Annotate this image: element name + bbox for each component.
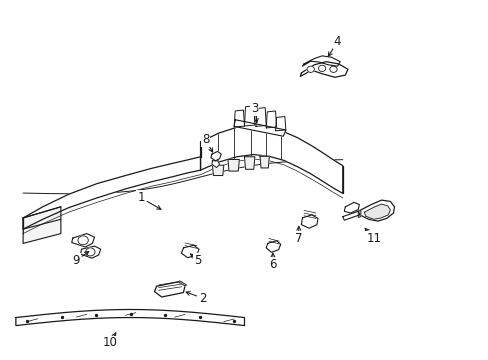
Polygon shape xyxy=(265,241,280,252)
Polygon shape xyxy=(302,56,340,66)
Circle shape xyxy=(306,66,314,72)
Polygon shape xyxy=(358,210,360,217)
Text: 4: 4 xyxy=(333,35,341,48)
Polygon shape xyxy=(342,211,359,220)
Polygon shape xyxy=(364,204,389,219)
Polygon shape xyxy=(81,246,101,258)
Text: 9: 9 xyxy=(73,254,80,267)
Polygon shape xyxy=(16,310,244,325)
Polygon shape xyxy=(344,202,359,213)
Text: 11: 11 xyxy=(366,231,381,244)
Text: 2: 2 xyxy=(199,292,206,305)
Polygon shape xyxy=(210,152,221,161)
Polygon shape xyxy=(178,281,186,286)
Polygon shape xyxy=(244,157,254,169)
Text: 6: 6 xyxy=(269,258,276,271)
Polygon shape xyxy=(211,161,219,167)
Polygon shape xyxy=(244,106,254,126)
Polygon shape xyxy=(358,200,394,221)
Polygon shape xyxy=(255,108,265,126)
Polygon shape xyxy=(212,165,224,176)
Polygon shape xyxy=(234,120,285,136)
Circle shape xyxy=(78,236,88,245)
Polygon shape xyxy=(23,207,61,243)
Polygon shape xyxy=(181,245,199,258)
Polygon shape xyxy=(200,126,342,193)
Circle shape xyxy=(318,65,325,72)
Circle shape xyxy=(329,66,336,72)
Polygon shape xyxy=(301,215,317,228)
Circle shape xyxy=(85,248,95,256)
Polygon shape xyxy=(275,117,285,131)
Text: 1: 1 xyxy=(137,192,144,204)
Polygon shape xyxy=(227,159,239,171)
Text: 5: 5 xyxy=(194,254,201,267)
Polygon shape xyxy=(265,111,276,128)
Polygon shape xyxy=(23,157,200,229)
Text: 8: 8 xyxy=(202,133,209,146)
Text: 10: 10 xyxy=(102,337,117,350)
Polygon shape xyxy=(72,234,94,247)
Text: 3: 3 xyxy=(251,102,258,115)
Text: 7: 7 xyxy=(294,231,302,244)
Polygon shape xyxy=(300,62,347,77)
Polygon shape xyxy=(234,110,244,127)
Polygon shape xyxy=(260,156,269,168)
Polygon shape xyxy=(154,282,184,297)
